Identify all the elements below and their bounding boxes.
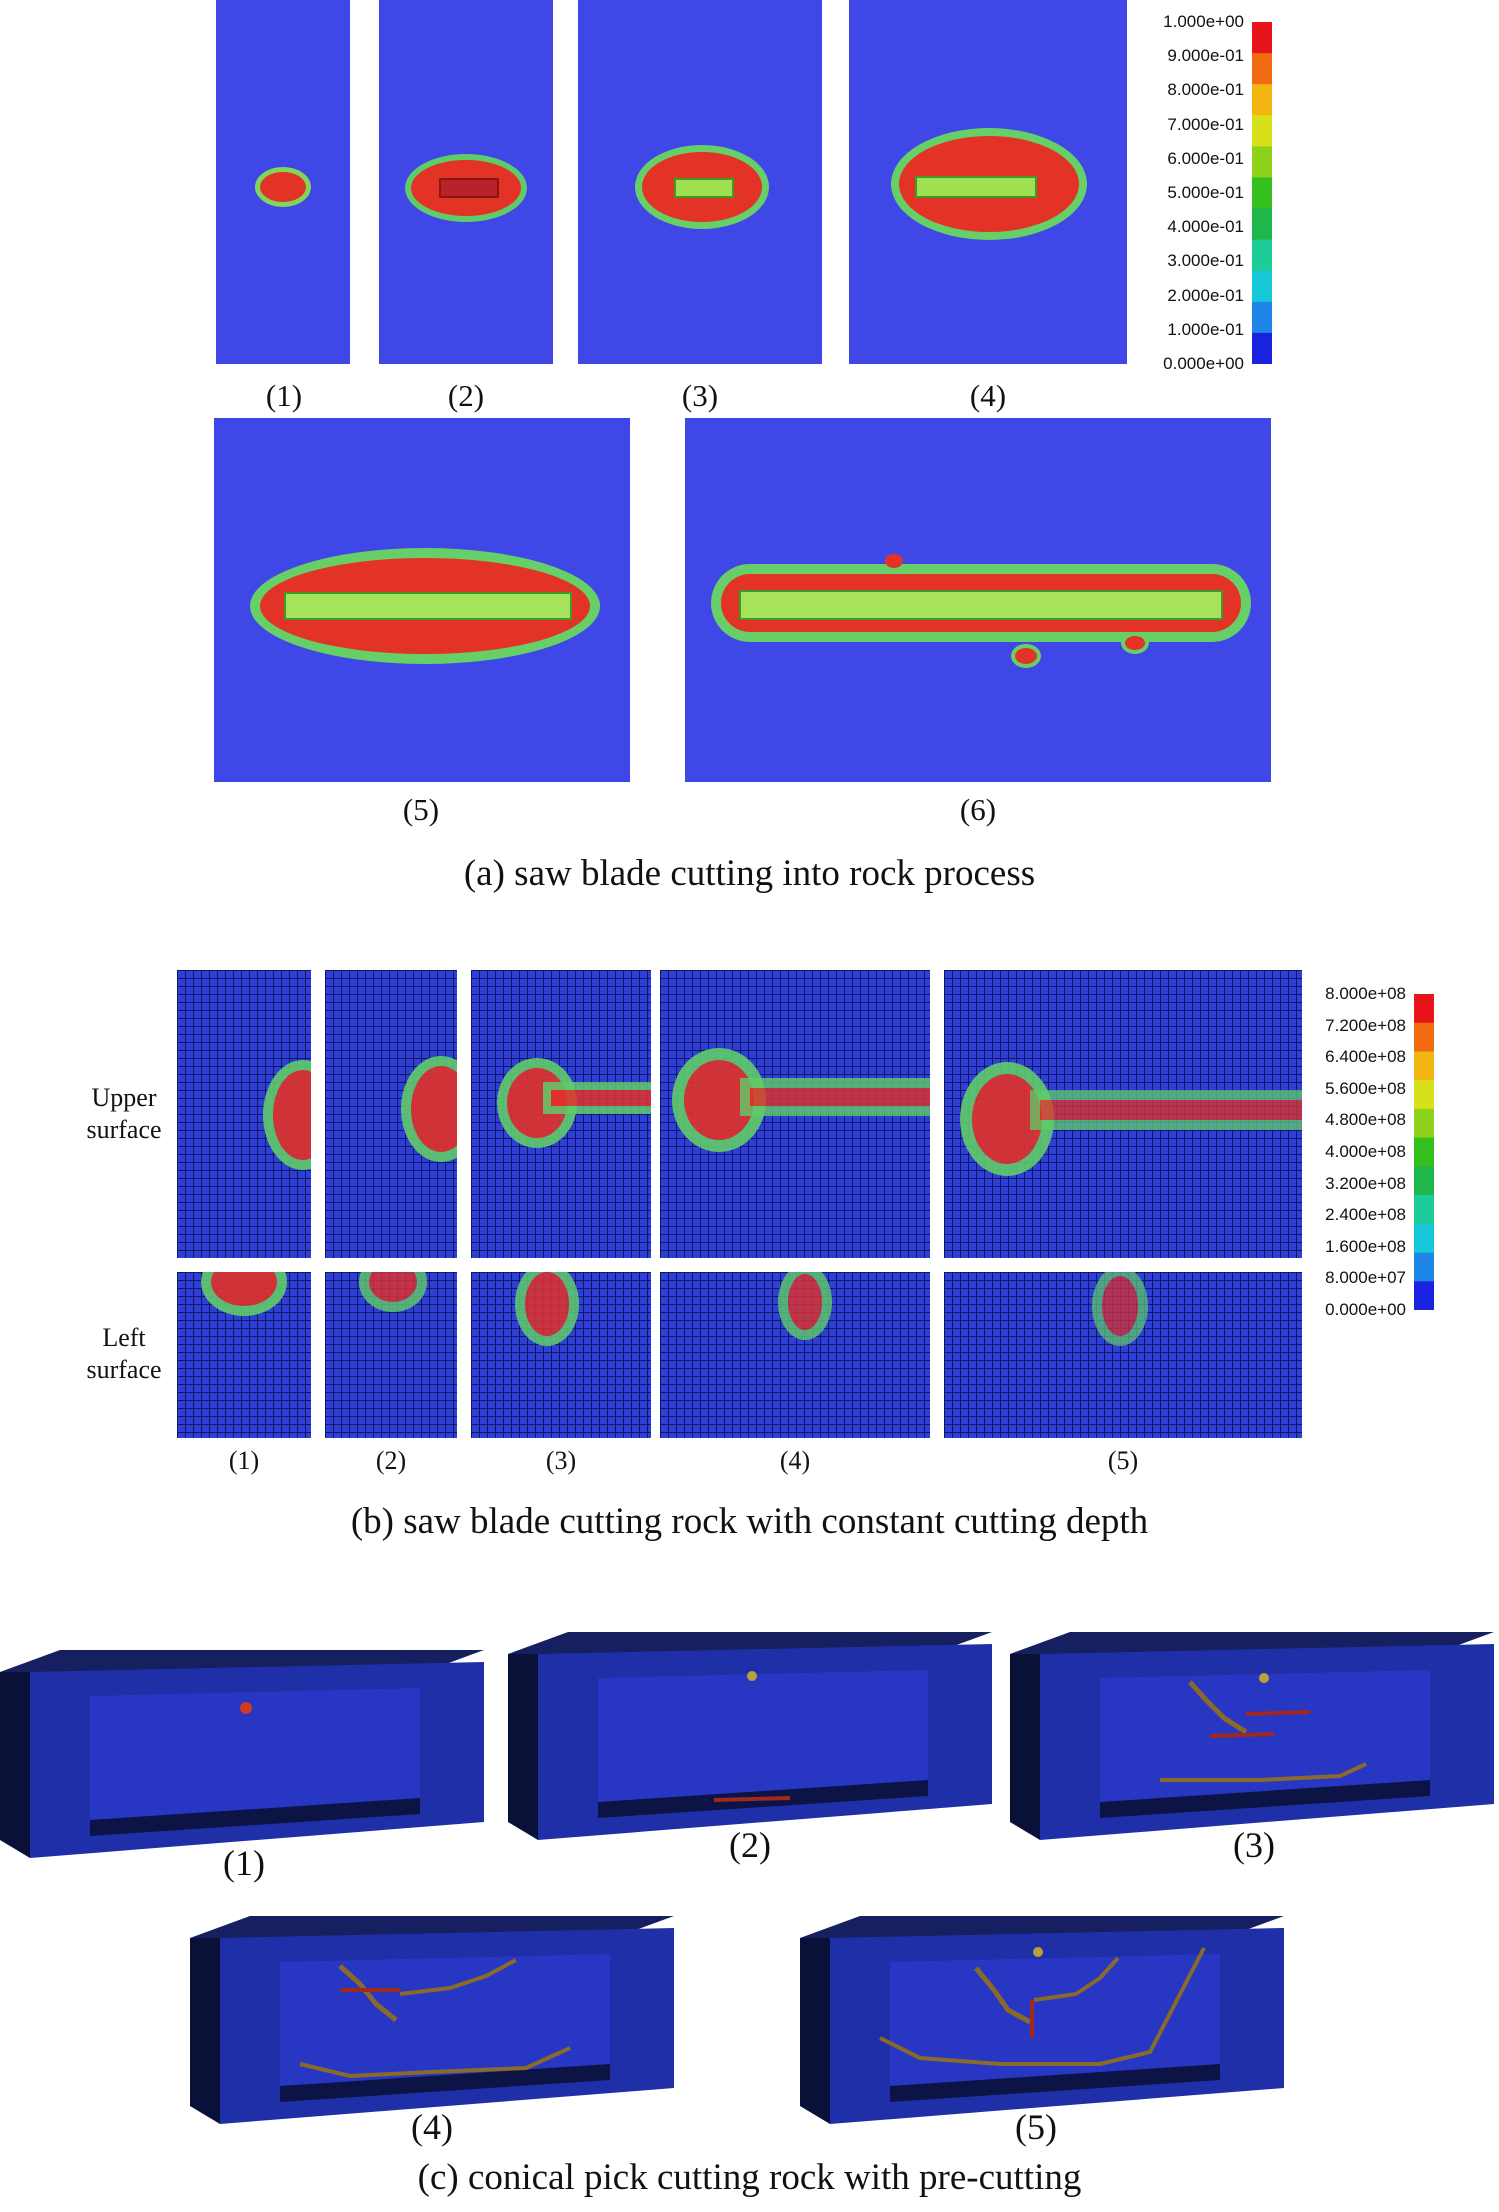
panel-label-a6: (6) xyxy=(959,792,997,827)
colorbar-a-swatch xyxy=(1252,301,1272,334)
colorbar-b-tick-label: 8.000e+07 xyxy=(1325,1268,1406,1288)
panel-label-c2: (2) xyxy=(729,1825,771,1865)
mesh-left-b1 xyxy=(177,1272,311,1438)
sim-panel-a5 xyxy=(214,418,630,782)
colorbar-b-swatch xyxy=(1414,1080,1434,1110)
mesh-left-b4 xyxy=(660,1272,930,1438)
colorbar-b-tick-label: 6.400e+08 xyxy=(1325,1047,1406,1067)
panel-label-c1: (1) xyxy=(223,1843,265,1883)
colorbar-b-swatch xyxy=(1414,1195,1434,1225)
colorbar-a xyxy=(1252,22,1272,364)
colorbar-a-tick-label: 4.000e-01 xyxy=(1167,217,1244,237)
colorbar-a-tick-label: 8.000e-01 xyxy=(1167,80,1244,100)
mesh-upper-b2 xyxy=(325,970,457,1258)
colorbar-b-tick-label: 5.600e+08 xyxy=(1325,1078,1406,1098)
block-model-c1 xyxy=(0,1650,484,1858)
caption-a: (a) saw blade cutting into rock process xyxy=(463,853,1036,894)
panel-label-c5: (5) xyxy=(1015,2107,1057,2147)
caption-c: (c) conical pick cutting rock with pre-c… xyxy=(417,2157,1082,2198)
mesh-left-b2 xyxy=(325,1272,457,1438)
sim-panel-a3 xyxy=(578,0,822,364)
colorbar-b-tick-label: 4.800e+08 xyxy=(1325,1110,1406,1130)
sim-panel-a6 xyxy=(685,418,1271,782)
panel-label-c3: (3) xyxy=(1233,1825,1275,1865)
mesh-upper-b3 xyxy=(471,970,651,1258)
panel-label-b1: (1) xyxy=(228,1446,260,1475)
panel-label-c4: (4) xyxy=(411,2107,453,2147)
row-label-upper-surface: Upper surface xyxy=(86,1083,162,1144)
panel-label-a4: (4) xyxy=(969,378,1007,413)
colorbar-a-tick-label: 7.000e-01 xyxy=(1167,114,1244,134)
colorbar-b-swatch xyxy=(1414,1252,1434,1282)
colorbar-b-swatch xyxy=(1414,1051,1434,1081)
colorbar-a-swatch xyxy=(1252,146,1272,178)
mesh-upper-b4 xyxy=(660,970,930,1258)
panel-label-a5: (5) xyxy=(402,792,440,827)
colorbar-b-swatch xyxy=(1414,994,1434,1024)
colorbar-b-tick-label: 1.600e+08 xyxy=(1325,1236,1406,1256)
colorbar-a-tick-label: 2.000e-01 xyxy=(1167,285,1244,305)
panel-label-b2: (2) xyxy=(375,1446,407,1475)
colorbar-a-swatch xyxy=(1252,332,1272,364)
mesh-left-b5 xyxy=(944,1272,1302,1438)
mesh-left-b3 xyxy=(471,1272,651,1438)
colorbar-a-swatch xyxy=(1252,84,1272,116)
panel-label-a3: (3) xyxy=(681,378,719,413)
block-model-c2 xyxy=(508,1632,992,1840)
panel-label-a1: (1) xyxy=(265,378,303,413)
colorbar-b-tick-label: 4.000e+08 xyxy=(1325,1142,1406,1161)
colorbar-a-tick-label: 5.000e-01 xyxy=(1167,183,1244,202)
mesh-upper-b5 xyxy=(944,970,1302,1258)
colorbar-b-tick-label: 0.000e+00 xyxy=(1325,1300,1406,1319)
colorbar-a-swatch xyxy=(1252,115,1272,147)
colorbar-b-swatch xyxy=(1414,1022,1434,1052)
colorbar-a-swatch xyxy=(1252,22,1272,54)
colorbar-a-tick-label: 1.000e-01 xyxy=(1167,319,1244,339)
sim-panel-a1 xyxy=(216,0,350,364)
colorbar-b-tick-label: 8.000e+08 xyxy=(1325,984,1406,1003)
colorbar-a-swatch xyxy=(1252,53,1272,85)
panel-label-a2: (2) xyxy=(447,378,485,413)
colorbar-a-tick-label: 9.000e-01 xyxy=(1167,46,1244,66)
colorbar-b-tick-label: 7.200e+08 xyxy=(1325,1015,1406,1035)
colorbar-b-swatch xyxy=(1414,1223,1434,1254)
block-model-c3 xyxy=(1010,1632,1494,1840)
colorbar-a-tick-label: 6.000e-01 xyxy=(1167,148,1244,168)
panel-label-b5: (5) xyxy=(1107,1446,1139,1475)
colorbar-b-swatch xyxy=(1414,1166,1434,1196)
colorbar-a-swatch xyxy=(1252,208,1272,241)
colorbar-a-swatch xyxy=(1252,239,1272,272)
sim-panel-a4 xyxy=(849,0,1127,364)
block-model-c4 xyxy=(190,1916,674,2124)
colorbar-a-swatch xyxy=(1252,177,1272,210)
colorbar-b-swatch xyxy=(1414,1137,1434,1167)
panel-label-b4: (4) xyxy=(779,1446,811,1475)
colorbar-b-tick-label: 3.200e+08 xyxy=(1325,1173,1406,1193)
colorbar-b xyxy=(1414,994,1434,1310)
mesh-upper-b1 xyxy=(177,970,311,1258)
colorbar-a-swatch xyxy=(1252,270,1272,303)
caption-b: (b) saw blade cutting rock with constant… xyxy=(350,1501,1149,1542)
colorbar-a-tick-label: 3.000e-01 xyxy=(1167,251,1244,271)
colorbar-b-swatch xyxy=(1414,1281,1434,1310)
colorbar-a-tick-label: 1.000e+00 xyxy=(1163,12,1244,31)
colorbar-b-tick-label: 2.400e+08 xyxy=(1325,1205,1406,1225)
panel-label-b3: (3) xyxy=(545,1446,577,1475)
colorbar-a-tick-label: 0.000e+00 xyxy=(1163,354,1244,373)
block-model-c5 xyxy=(800,1916,1284,2124)
sim-panel-a2 xyxy=(379,0,553,364)
row-label-left-surface: Left surface xyxy=(86,1323,162,1384)
colorbar-b-swatch xyxy=(1414,1108,1434,1139)
